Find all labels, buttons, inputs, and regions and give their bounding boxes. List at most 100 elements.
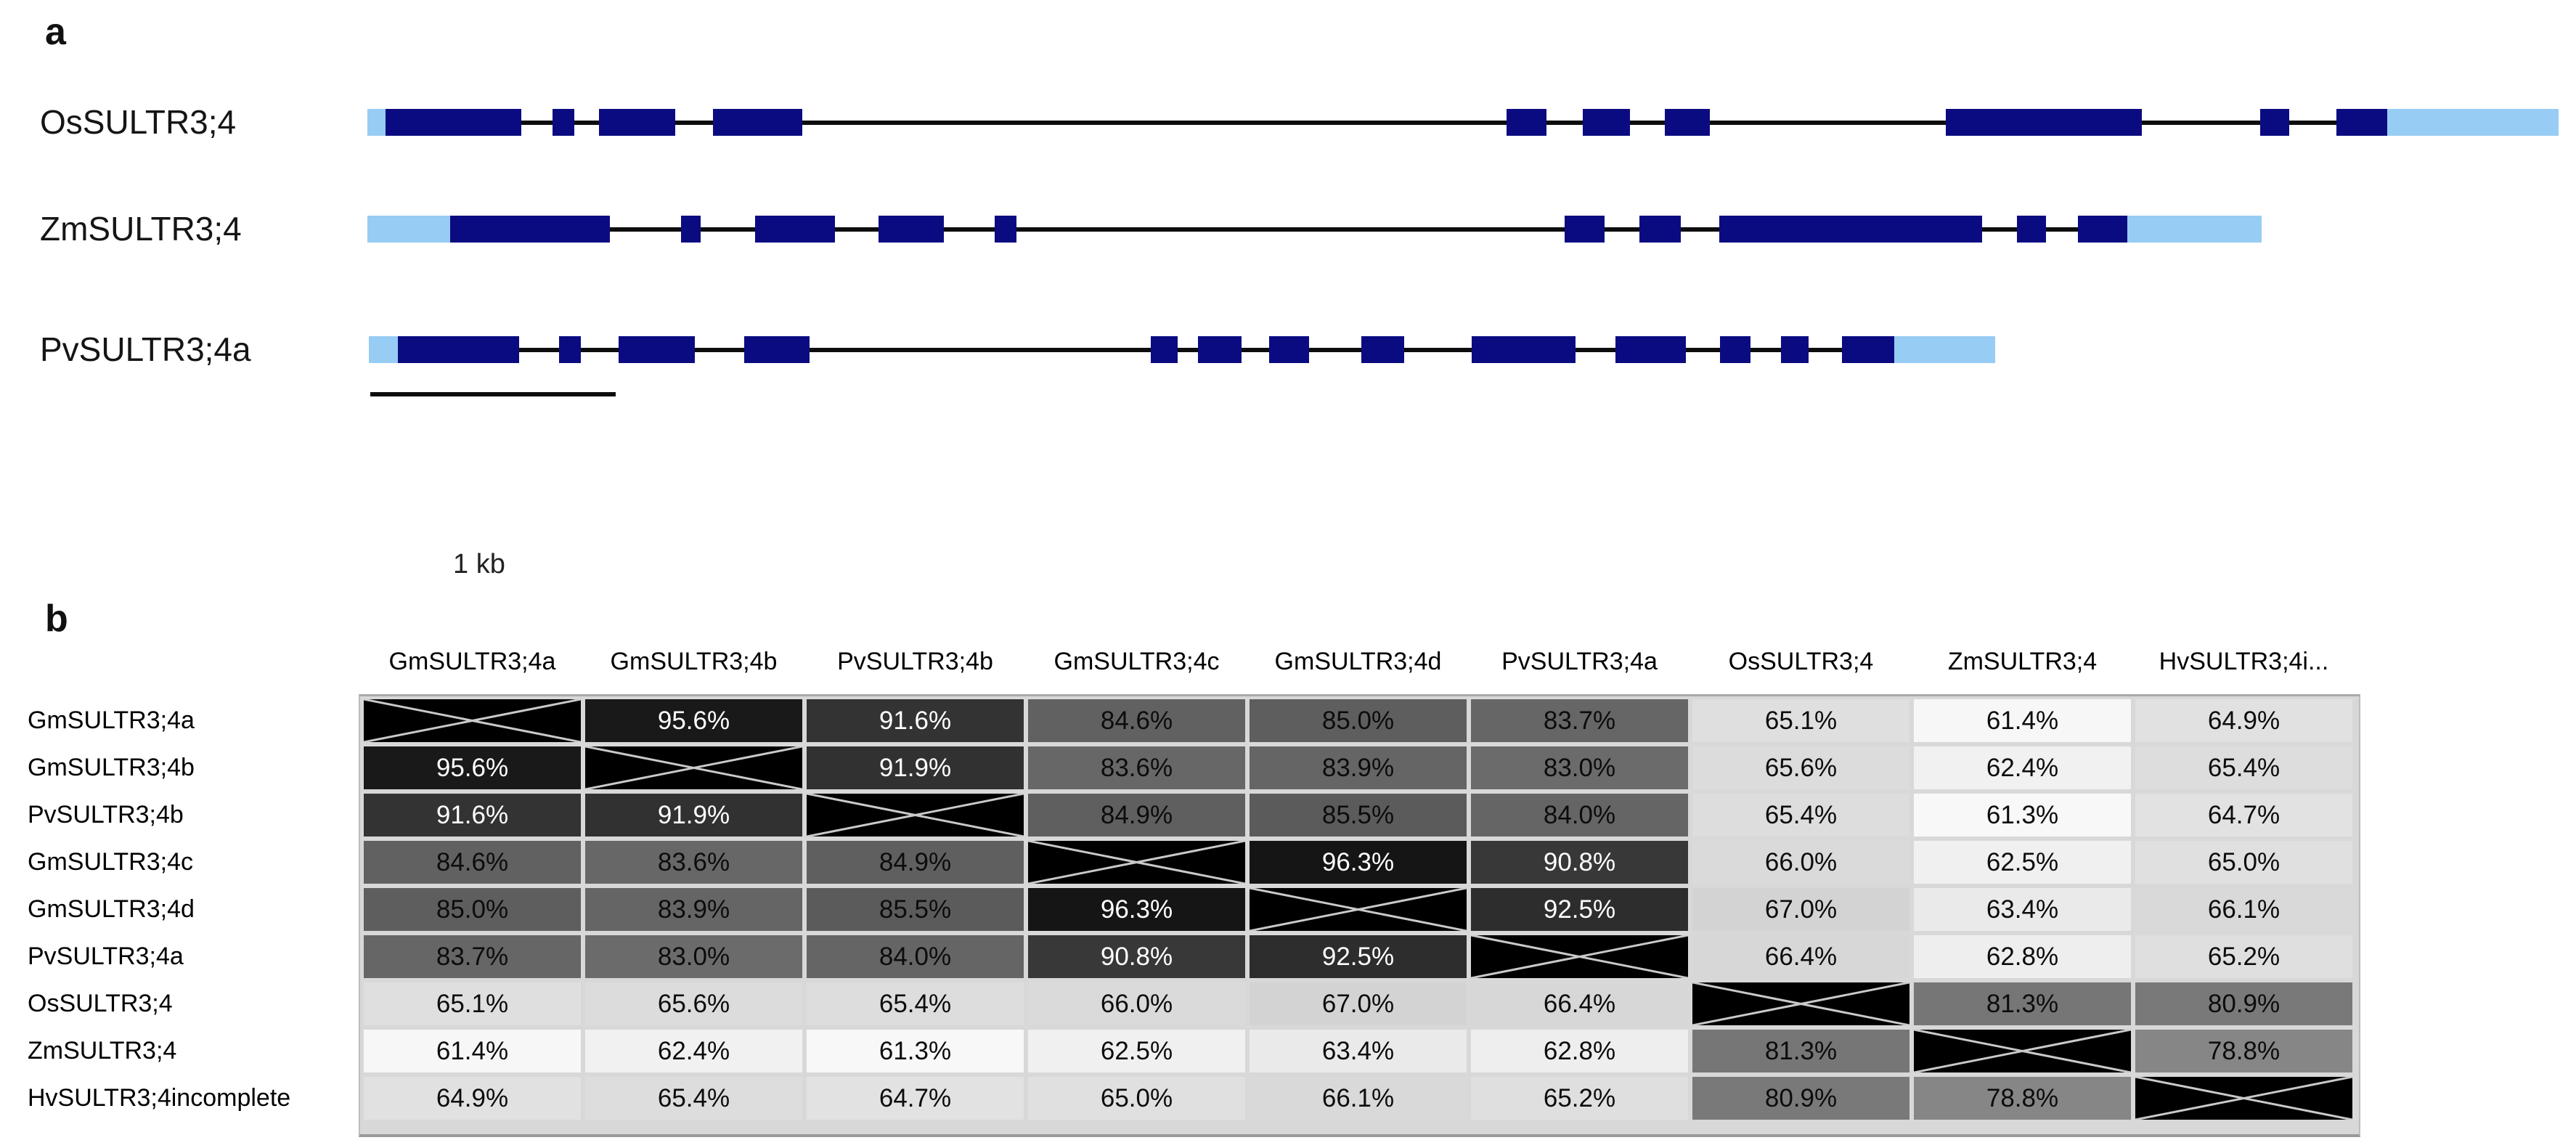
matrix-cell: 81.3% bbox=[1692, 1030, 1909, 1072]
exon-box bbox=[1665, 109, 1710, 136]
panel-a-label: a bbox=[45, 11, 66, 53]
exon-box bbox=[2017, 216, 2046, 243]
matrix-cell: 62.8% bbox=[1471, 1030, 1688, 1072]
matrix-cell: 80.9% bbox=[2135, 982, 2352, 1025]
intron-line bbox=[367, 120, 2559, 125]
matrix-cell: 85.0% bbox=[1250, 699, 1467, 742]
matrix-cell: 91.9% bbox=[585, 794, 802, 836]
matrix-cell: 85.0% bbox=[364, 888, 581, 931]
matrix-cell: 61.3% bbox=[1914, 794, 2131, 836]
gene-name-label: ZmSULTR3;4 bbox=[40, 209, 242, 248]
matrix-cell: 64.7% bbox=[807, 1077, 1024, 1120]
intron-line bbox=[369, 347, 1995, 352]
exon-box bbox=[1720, 336, 1750, 363]
matrix-cell: 66.1% bbox=[1250, 1077, 1467, 1120]
matrix-cell: 62.4% bbox=[1914, 746, 2131, 789]
matrix-cell: 65.1% bbox=[1692, 699, 1909, 742]
utr-box bbox=[2387, 109, 2559, 136]
exon-box bbox=[1361, 336, 1404, 363]
diagonal-cross-icon bbox=[1914, 1030, 2131, 1072]
matrix-cell: 65.6% bbox=[585, 982, 802, 1025]
matrix-cell: 65.4% bbox=[807, 982, 1024, 1025]
matrix-cell: 84.0% bbox=[807, 935, 1024, 978]
matrix-cell: 91.6% bbox=[364, 794, 581, 836]
matrix-cell: 83.9% bbox=[1250, 746, 1467, 789]
matrix-cell: 65.4% bbox=[2135, 746, 2352, 789]
exon-box bbox=[755, 216, 835, 243]
intron-line bbox=[367, 227, 2262, 232]
exon-box bbox=[713, 109, 802, 136]
matrix-column-header: PvSULTR3;4b bbox=[837, 648, 993, 675]
scale-bar bbox=[370, 392, 616, 396]
matrix-cell: 92.5% bbox=[1471, 888, 1688, 931]
exon-box bbox=[1198, 336, 1242, 363]
diagonal-cross-icon bbox=[807, 794, 1024, 836]
matrix-cell: 62.8% bbox=[1914, 935, 2131, 978]
exon-box bbox=[1583, 109, 1630, 136]
matrix-column-header: GmSULTR3;4b bbox=[610, 648, 778, 675]
matrix-cell: 64.9% bbox=[2135, 699, 2352, 742]
matrix-cell: 63.4% bbox=[1250, 1030, 1467, 1072]
matrix-column-header: PvSULTR3;4a bbox=[1501, 648, 1658, 675]
exon-box bbox=[1719, 216, 1982, 243]
exon-box bbox=[619, 336, 695, 363]
gene-name-label: PvSULTR3;4a bbox=[40, 330, 251, 368]
exon-box bbox=[1615, 336, 1686, 363]
matrix-cell: 65.0% bbox=[1028, 1077, 1245, 1120]
matrix-cell: 62.5% bbox=[1914, 841, 2131, 884]
matrix-diagonal-cell bbox=[2135, 1077, 2352, 1120]
exon-box bbox=[1639, 216, 1681, 243]
exon-box bbox=[1269, 336, 1309, 363]
matrix-row-label: PvSULTR3;4b bbox=[28, 801, 184, 829]
matrix-diagonal-cell bbox=[1250, 888, 1467, 931]
matrix-column-header: ZmSULTR3;4 bbox=[1947, 648, 2098, 675]
exon-box bbox=[450, 216, 610, 243]
matrix-cell: 83.7% bbox=[364, 935, 581, 978]
gene-name-label: OsSULTR3;4 bbox=[40, 102, 237, 141]
matrix-cell: 84.6% bbox=[1028, 699, 1245, 742]
matrix-cell: 78.8% bbox=[1914, 1077, 2131, 1120]
identity-matrix: GmSULTR3;4a GmSULTR3;4b PvSULTR3;4b GmSULTR… bbox=[0, 624, 2576, 1148]
matrix-column-header: GmSULTR3;4c bbox=[1053, 648, 1220, 675]
exon-box bbox=[2078, 216, 2127, 243]
matrix-cell: 67.0% bbox=[1250, 982, 1467, 1025]
utr-box bbox=[2127, 216, 2262, 243]
matrix-cell: 83.9% bbox=[585, 888, 802, 931]
matrix-cell: 84.0% bbox=[1471, 794, 1688, 836]
exon-box bbox=[398, 336, 519, 363]
matrix-cell: 66.0% bbox=[1692, 841, 1909, 884]
exon-box bbox=[1472, 336, 1576, 363]
exon-box bbox=[599, 109, 675, 136]
matrix-cell: 95.6% bbox=[585, 699, 802, 742]
matrix-cell: 78.8% bbox=[2135, 1030, 2352, 1072]
matrix-diagonal-cell bbox=[364, 699, 581, 742]
matrix-cell: 67.0% bbox=[1692, 888, 1909, 931]
diagonal-cross-icon bbox=[1028, 841, 1245, 884]
matrix-cell: 62.4% bbox=[585, 1030, 802, 1072]
matrix-row-label: GmSULTR3;4a bbox=[28, 707, 195, 734]
matrix-cell: 66.1% bbox=[2135, 888, 2352, 931]
exon-box bbox=[1946, 109, 2142, 136]
matrix-row-label: OsSULTR3;4 bbox=[28, 990, 173, 1017]
exon-box bbox=[1507, 109, 1546, 136]
matrix-cell: 85.5% bbox=[807, 888, 1024, 931]
matrix-cell: 64.7% bbox=[2135, 794, 2352, 836]
diagonal-cross-icon bbox=[364, 699, 581, 742]
diagonal-cross-icon bbox=[1471, 935, 1688, 978]
matrix-row-label: GmSULTR3;4b bbox=[28, 754, 195, 781]
diagonal-cross-icon bbox=[1250, 888, 1467, 931]
exon-box bbox=[879, 216, 944, 243]
exon-box bbox=[1151, 336, 1178, 363]
exon-box bbox=[553, 109, 574, 136]
panel-b-label: b bbox=[45, 598, 68, 640]
matrix-cell: 91.6% bbox=[807, 699, 1024, 742]
utr-box bbox=[367, 109, 386, 136]
utr-box bbox=[369, 336, 398, 363]
matrix-row-label: HvSULTR3;4incomplete bbox=[28, 1084, 291, 1112]
exon-box bbox=[559, 336, 581, 363]
scale-bar-label: 1 kb bbox=[453, 549, 505, 579]
exon-box bbox=[681, 216, 701, 243]
matrix-cell: 64.9% bbox=[364, 1077, 581, 1120]
exon-box bbox=[744, 336, 810, 363]
exon-box bbox=[386, 109, 521, 136]
